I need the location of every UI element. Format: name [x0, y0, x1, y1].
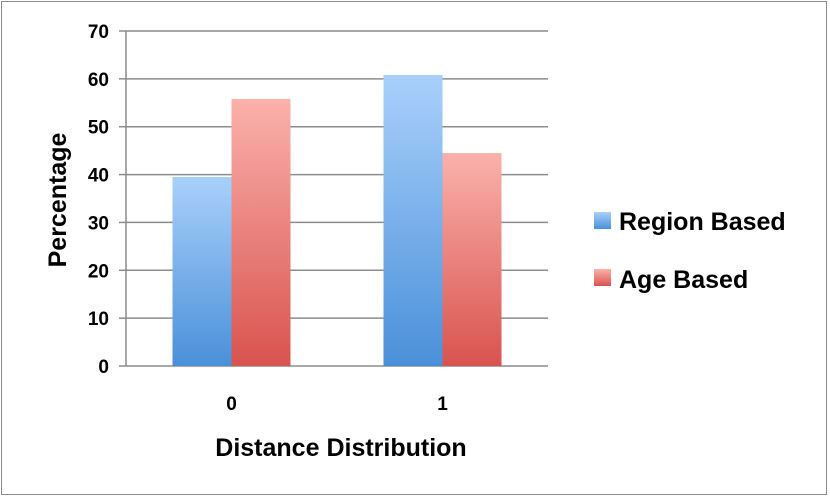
y-tick-label: 20	[88, 261, 109, 282]
x-tick-label: 1	[437, 394, 448, 415]
legend-swatch-age-based	[594, 269, 611, 286]
y-tick-label: 40	[88, 166, 109, 187]
y-tick-label: 50	[88, 118, 109, 139]
bar-region-based-0	[172, 176, 232, 366]
bar-region-based-1	[383, 75, 443, 367]
x-axis-title: Distance Distribution	[215, 434, 466, 462]
bar-age-based-1	[442, 153, 502, 366]
y-tick-labels: 0 10 20 30 40 50 60 70	[88, 22, 109, 378]
y-tick-label: 10	[88, 309, 109, 330]
legend: Region Based Age Based	[594, 208, 786, 294]
legend-label-age-based: Age Based	[619, 266, 748, 294]
y-tick-label: 70	[88, 22, 109, 43]
bars	[172, 75, 502, 367]
bar-age-based-0	[231, 98, 291, 366]
legend-swatch-region-based	[594, 212, 611, 229]
y-tick-label: 30	[88, 213, 109, 234]
y-tick-label: 0	[98, 357, 109, 378]
y-tick-label: 60	[88, 70, 109, 91]
legend-label-region-based: Region Based	[619, 208, 786, 236]
y-axis-title: Percentage	[44, 133, 72, 268]
x-tick-label: 0	[226, 394, 237, 415]
